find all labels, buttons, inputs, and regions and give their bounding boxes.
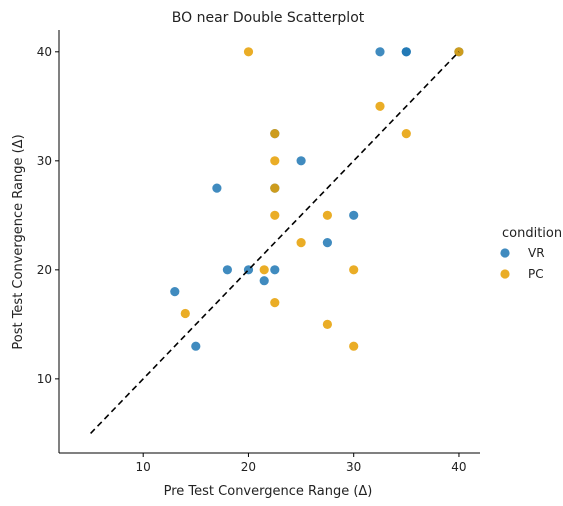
legend-marker-vr <box>500 248 510 258</box>
x-tick-label-30: 30 <box>346 460 361 474</box>
legend-label-vr: VR <box>528 246 545 260</box>
data-point-pc-0 <box>180 308 190 319</box>
data-point-pc-5 <box>270 183 280 193</box>
y-tick-label-20: 20 <box>37 263 52 277</box>
y-tick-label-30: 30 <box>37 154 52 168</box>
plot-area <box>90 47 464 434</box>
data-point-vr-14 <box>401 47 411 57</box>
data-point-pc-1 <box>243 47 254 57</box>
data-point-pc-6 <box>270 156 280 166</box>
data-point-pc-3 <box>270 298 280 308</box>
data-point-pc-13 <box>375 101 385 111</box>
data-point-pc-11 <box>349 265 359 275</box>
data-point-vr-5 <box>259 276 269 286</box>
data-point-vr-10 <box>322 238 332 248</box>
y-axis-ticks: 10 20 30 40 <box>37 45 59 386</box>
y-tick-label-40: 40 <box>37 45 52 59</box>
y-axis-title: Post Test Convergence Range (Δ) <box>11 134 26 349</box>
chart-title: BO near Double Scatterplot <box>172 10 365 26</box>
data-point-vr-2 <box>212 183 222 193</box>
y-tick-label-10: 10 <box>37 372 52 386</box>
data-point-vr-0 <box>170 287 180 297</box>
x-tick-label-20: 20 <box>241 460 256 474</box>
x-axis-ticks: 10 20 30 40 <box>136 453 467 474</box>
data-point-pc-4 <box>270 210 280 220</box>
x-axis-title: Pre Test Convergence Range (Δ) <box>164 484 373 499</box>
data-point-pc-2 <box>259 265 269 275</box>
data-point-pc-12 <box>349 341 359 351</box>
data-point-vr-1 <box>191 341 201 351</box>
reference-line <box>90 51 460 434</box>
data-point-pc-7 <box>270 129 280 139</box>
data-point-pc-8 <box>296 238 306 248</box>
data-point-pc-9 <box>322 210 332 220</box>
data-point-vr-9 <box>296 156 306 166</box>
data-point-pc-10 <box>322 319 332 329</box>
legend-marker-pc <box>500 269 510 279</box>
data-point-vr-11 <box>349 210 359 220</box>
x-tick-label-40: 40 <box>451 460 466 474</box>
data-point-vr-12 <box>375 47 385 57</box>
data-point-vr-3 <box>222 265 232 275</box>
legend-label-pc: PC <box>528 267 544 281</box>
data-point-vr-6 <box>270 265 280 275</box>
legend-title: condition <box>502 226 562 241</box>
data-point-pc-14 <box>401 129 411 139</box>
legend: condition VR PC <box>500 226 562 281</box>
x-tick-label-10: 10 <box>136 460 151 474</box>
